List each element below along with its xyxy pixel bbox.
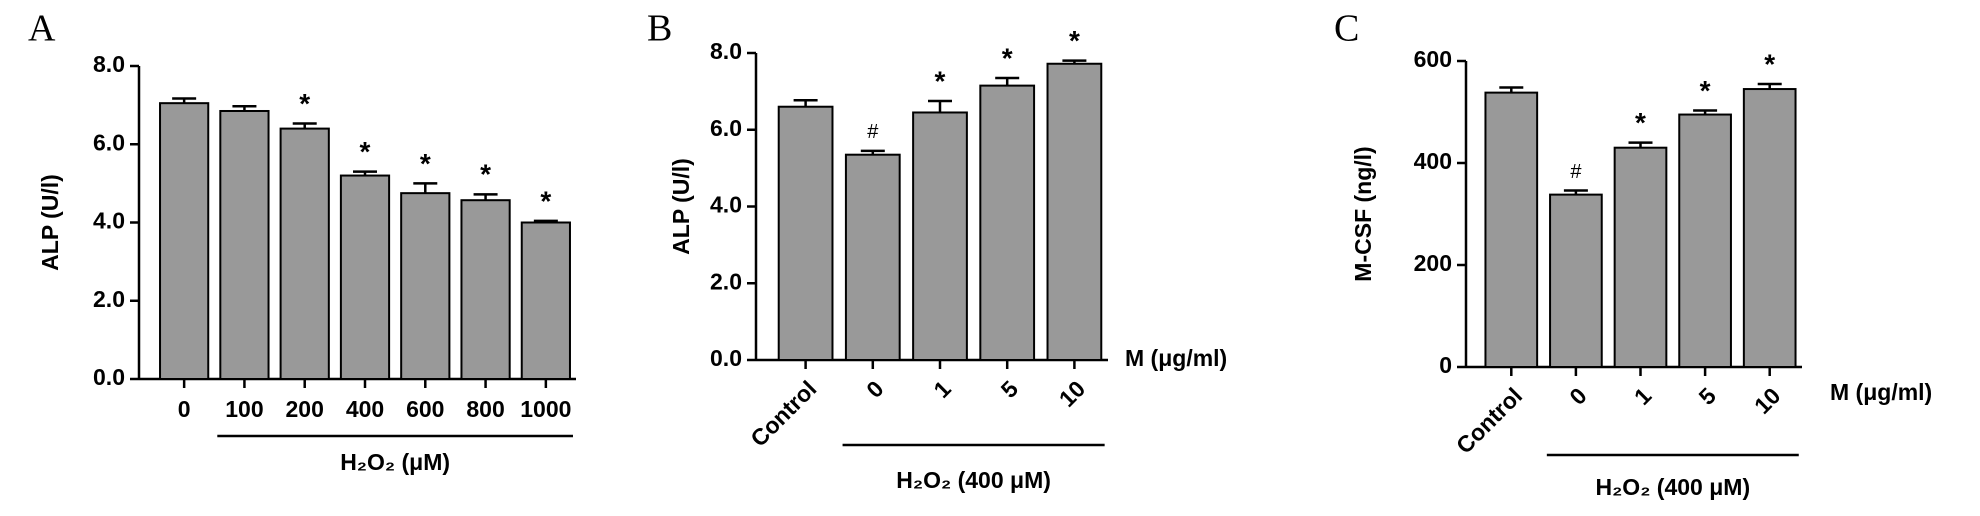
significance-mark: * — [1069, 25, 1080, 56]
y-tick-label: 200 — [1414, 250, 1452, 276]
bar — [279, 127, 330, 380]
bar — [1549, 193, 1603, 368]
bar — [979, 84, 1036, 362]
bar — [219, 109, 270, 381]
x-tick-label: 10 — [1054, 375, 1090, 411]
x-axis-label: M (μg/ml) — [1125, 345, 1227, 371]
y-axis-label: ALP (U/l) — [668, 158, 694, 255]
y-tick-label: 2.0 — [710, 268, 742, 294]
bar — [1484, 91, 1539, 369]
significance-mark: * — [299, 88, 310, 119]
y-tick-label: 0.0 — [93, 364, 125, 390]
x-tick-label: 400 — [346, 396, 384, 422]
significance-mark: # — [867, 121, 879, 143]
bar — [1742, 88, 1797, 369]
significance-mark: * — [420, 148, 431, 179]
bar — [159, 102, 210, 380]
significance-mark: * — [480, 159, 491, 190]
y-tick-label: 8.0 — [710, 38, 742, 64]
x-tick-label: Control — [745, 375, 821, 451]
x-tick-label: 100 — [225, 396, 263, 422]
bar — [1613, 146, 1668, 368]
significance-mark: * — [1764, 48, 1775, 79]
group-label: H₂O₂ (μM) — [340, 449, 450, 475]
bar — [339, 174, 391, 380]
x-tick-label: 1000 — [520, 396, 571, 422]
panel-label: C — [1334, 8, 1359, 50]
x-tick-label: 10 — [1749, 382, 1785, 418]
panel-label: B — [647, 8, 672, 50]
group-label: H₂O₂ (400 μM) — [896, 467, 1051, 493]
bar — [460, 199, 511, 380]
bar — [520, 221, 571, 380]
y-axis-label: ALP (U/l) — [37, 174, 63, 271]
bar — [844, 153, 901, 361]
x-tick-label: 1 — [1629, 382, 1657, 410]
y-tick-label: 600 — [1414, 46, 1452, 72]
x-axis-label: M (μg/ml) — [1830, 379, 1932, 405]
y-tick-label: 4.0 — [93, 208, 125, 234]
significance-mark: * — [1002, 42, 1013, 73]
y-tick-label: 0.0 — [710, 345, 742, 371]
y-tick-label: 400 — [1414, 148, 1452, 174]
x-tick-label: Control — [1451, 382, 1527, 458]
x-tick-label: 5 — [996, 375, 1024, 403]
y-axis-label: M-CSF (ng/l) — [1350, 146, 1376, 281]
y-tick-label: 2.0 — [93, 286, 125, 312]
y-tick-label: 6.0 — [93, 129, 125, 155]
y-tick-label: 6.0 — [710, 115, 742, 141]
x-tick-label: 0 — [178, 396, 191, 422]
bar — [400, 192, 451, 380]
x-tick-label: 200 — [286, 396, 324, 422]
group-label: H₂O₂ (400 μM) — [1595, 474, 1750, 500]
significance-mark: * — [1700, 75, 1711, 106]
y-tick-label: 4.0 — [710, 192, 742, 218]
significance-mark: * — [1635, 107, 1646, 138]
x-tick-label: 0 — [1564, 382, 1591, 409]
x-tick-label: 5 — [1693, 382, 1721, 410]
significance-mark: * — [935, 65, 946, 96]
bar — [912, 111, 968, 361]
significance-mark: * — [360, 136, 371, 167]
bar — [1678, 113, 1732, 368]
y-tick-label: 8.0 — [93, 51, 125, 77]
x-tick-label: 600 — [406, 396, 444, 422]
y-tick-label: 0 — [1439, 352, 1452, 378]
bar — [777, 105, 834, 361]
x-tick-label: 1 — [928, 375, 956, 403]
x-tick-label: 800 — [466, 396, 504, 422]
x-tick-label: 0 — [861, 375, 888, 402]
significance-mark: # — [1570, 161, 1582, 183]
bar — [1046, 62, 1103, 362]
panel-label: A — [28, 8, 56, 50]
significance-mark: * — [540, 185, 551, 216]
